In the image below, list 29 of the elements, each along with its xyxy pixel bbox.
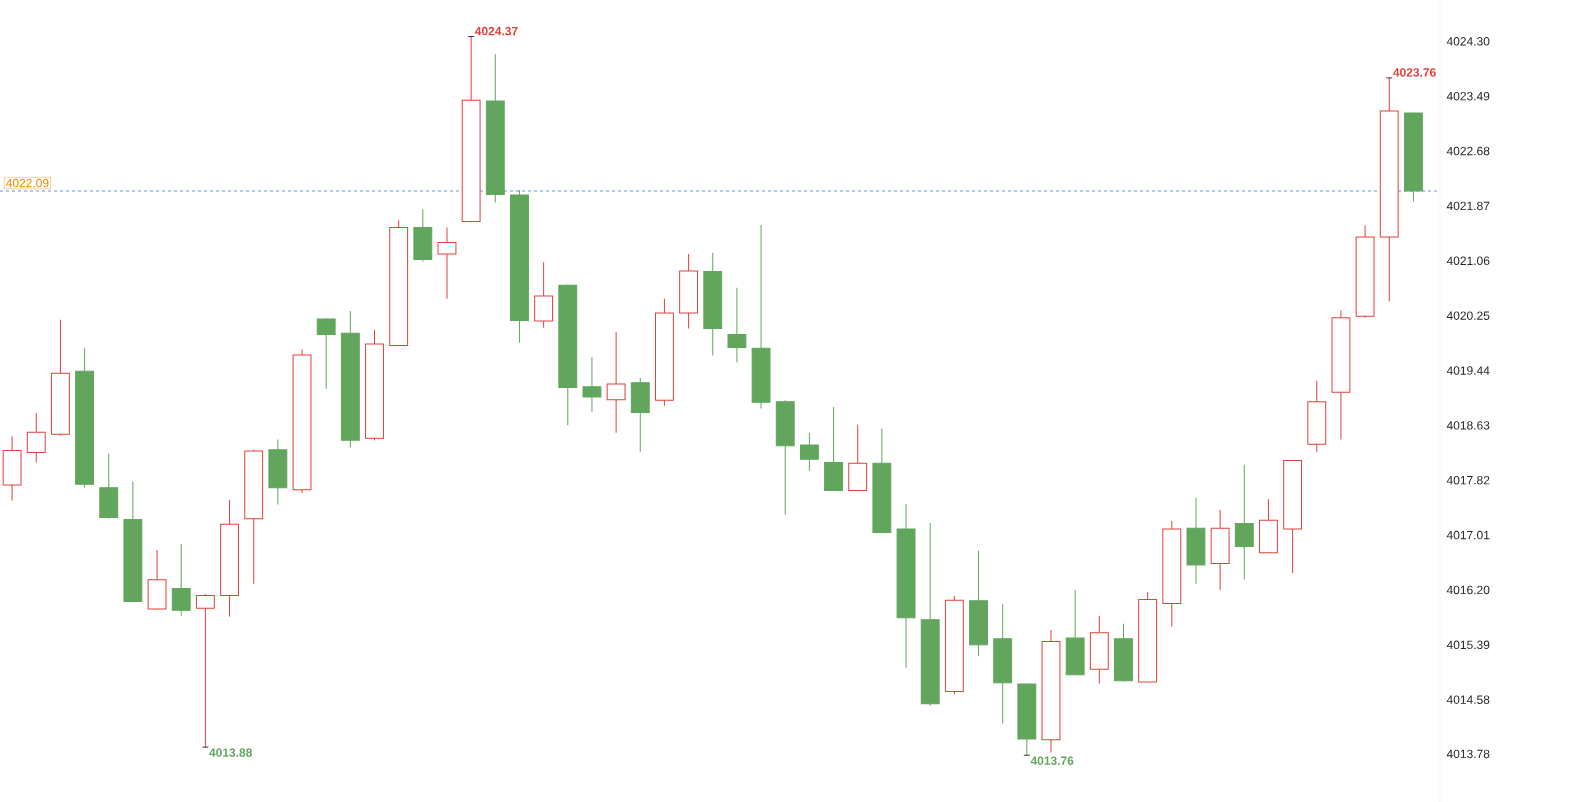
y-tick-label: 4022.68 [1446,146,1490,156]
y-tick-label: 4020.25 [1446,311,1490,320]
y-tick-label: 4013.78 [1446,749,1490,759]
y-tick-label: 4018.63 [1446,421,1490,430]
candlestick [799,432,819,472]
y-tick-label: 4014.58 [1446,695,1490,704]
y-tick-label: 4023.49 [1446,91,1490,101]
y-tick-label: 4021.06 [1446,256,1490,266]
y-tick-label: 4017.01 [1446,530,1490,540]
ref-line-label: 4022.09 [5,178,49,188]
candlestick [316,317,336,390]
candlestick [195,593,215,748]
y-tick-label: 4015.39 [1446,640,1490,650]
y-tick-label: 4016.20 [1446,585,1490,595]
annotation: 4013.76 [1030,756,1074,765]
candlestick [727,287,747,363]
annotation: 4024.37 [474,26,518,36]
candlestick [1234,464,1254,580]
candlestick [606,331,626,434]
y-tick-label: 4017.82 [1446,475,1490,485]
annotation: 4023.76 [1393,68,1436,77]
candlestick [26,412,46,464]
candlestick [437,227,457,300]
candlestick [582,356,602,413]
annotation: 4013.88 [209,748,252,757]
y-tick-label: 4024.30 [1446,37,1490,46]
y-tick-label: 4021.87 [1446,201,1490,211]
y-tick-label: 4019.44 [1446,366,1490,375]
candlestick [171,543,191,617]
